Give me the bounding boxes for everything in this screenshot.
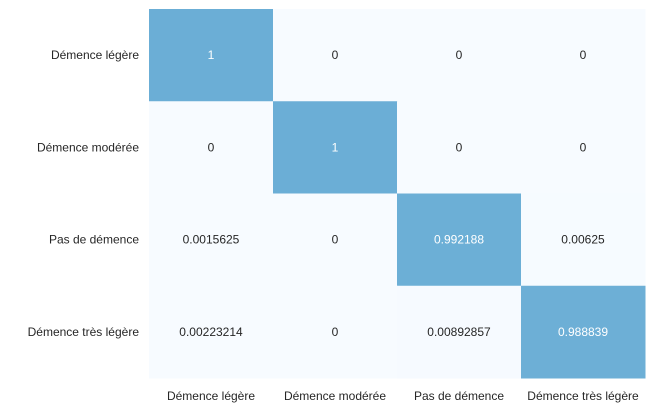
heatmap-cell bbox=[397, 9, 522, 102]
heatmap-cell bbox=[149, 9, 274, 102]
heatmap-cell-value: 1 bbox=[208, 48, 215, 62]
heatmap-cell-value: 0.992188 bbox=[434, 233, 484, 247]
heatmap-cell-value: 1 bbox=[332, 140, 339, 154]
heatmap-cell-value: 0 bbox=[208, 140, 215, 154]
y-tick-label: Pas de démence bbox=[49, 233, 139, 247]
heatmap-cell-labels: 1 0 0 0 0 1 0 0 0.0015625 0 0.992188 0.00625 0.00223… bbox=[179, 48, 608, 339]
x-axis-tick-labels: Démence légère Démence modérée Pas de déme… bbox=[167, 389, 639, 403]
heatmap-cell-value: 0 bbox=[580, 48, 587, 62]
heatmap-cell bbox=[149, 193, 274, 287]
heatmap-cell-value: 0.0015625 bbox=[183, 233, 240, 247]
heatmap-cell bbox=[273, 9, 398, 102]
heatmap-cell-value: 0 bbox=[332, 48, 339, 62]
heatmap-cell-value: 0.988839 bbox=[558, 325, 608, 339]
heatmap-cell-value: 0.00223214 bbox=[179, 325, 243, 339]
heatmap-cell bbox=[521, 193, 646, 287]
x-tick-label: Démence légère bbox=[167, 389, 255, 403]
x-tick-label: Démence modérée bbox=[284, 389, 386, 403]
heatmap-cell bbox=[149, 285, 274, 379]
heatmap-cell bbox=[273, 101, 398, 194]
x-tick-label: Pas de démence bbox=[414, 389, 504, 403]
heatmap-cells bbox=[149, 9, 646, 379]
heatmap-cell bbox=[149, 101, 274, 194]
heatmap-cell bbox=[397, 101, 522, 194]
y-axis-tick-labels: Démence légère Démence modérée Pas de déme… bbox=[28, 48, 140, 339]
heatmap-cell-value: 0.00625 bbox=[561, 233, 605, 247]
heatmap-cell bbox=[397, 193, 522, 287]
heatmap-cell-value: 0 bbox=[580, 140, 587, 154]
heatmap-cell bbox=[273, 193, 398, 287]
heatmap-cell-value: 0 bbox=[332, 325, 339, 339]
x-tick-label: Démence très légère bbox=[527, 389, 639, 403]
heatmap-cell bbox=[521, 9, 646, 102]
heatmap-cell-value: 0 bbox=[332, 233, 339, 247]
heatmap-cell-value: 0 bbox=[456, 48, 463, 62]
heatmap-cell bbox=[521, 101, 646, 194]
heatmap-cell bbox=[273, 285, 398, 379]
heatmap-cell-value: 0 bbox=[456, 140, 463, 154]
heatmap-cell bbox=[397, 285, 522, 379]
heatmap-cell-value: 0.00892857 bbox=[427, 325, 491, 339]
y-tick-label: Démence modérée bbox=[37, 140, 139, 154]
y-tick-label: Démence très légère bbox=[28, 325, 140, 339]
heatmap-cell bbox=[521, 285, 646, 379]
y-tick-label: Démence légère bbox=[51, 48, 139, 62]
